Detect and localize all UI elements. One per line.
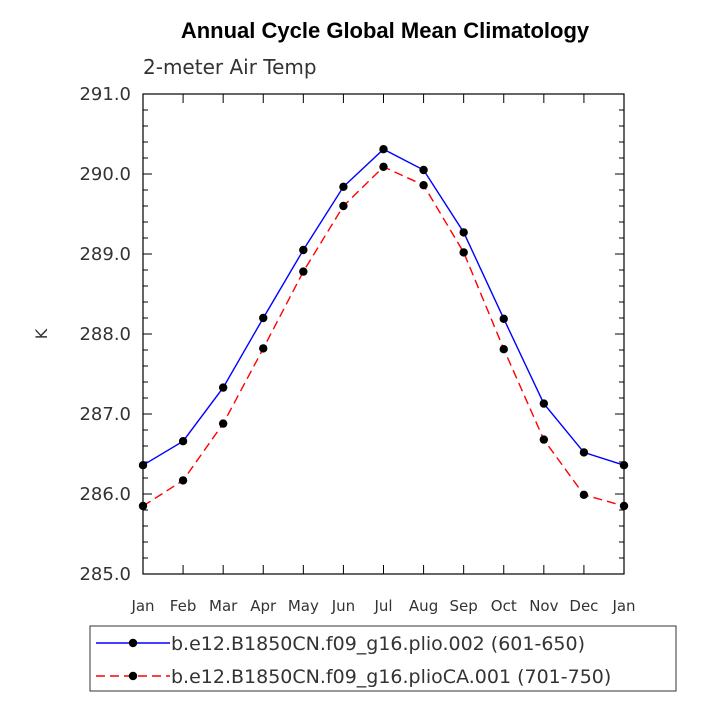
y-tick-label: 290.0 (79, 164, 131, 185)
y-tick-label: 286.0 (79, 484, 131, 505)
series-line-1 (142, 148, 625, 466)
y-tick-label: 289.0 (79, 244, 131, 265)
series-2-point (178, 476, 188, 485)
series-layer (138, 145, 629, 511)
y-tick-label: 288.0 (79, 324, 131, 345)
x-tick-label: Sep (450, 597, 478, 615)
y-axis-label: K (32, 328, 51, 339)
series-2-point (379, 162, 388, 171)
series-1-point (579, 448, 589, 457)
series-2-point (138, 501, 148, 511)
legend-marker-2 (128, 671, 138, 681)
series-2-point (459, 248, 468, 257)
chart-title: Annual Cycle Global Mean Climatology (181, 18, 590, 43)
x-tick-label: Jun (331, 597, 355, 615)
x-tick-label: Apr (250, 597, 277, 615)
series-2-point (339, 201, 348, 211)
series-1-point (259, 313, 268, 323)
y-tick-label: 291.0 (79, 84, 131, 105)
series-1-point (539, 399, 549, 408)
series-1-point (299, 245, 308, 255)
x-tick-label: May (288, 597, 319, 615)
x-tick-label: Oct (491, 597, 517, 615)
series-2-point (539, 435, 549, 444)
chart-subtitle: 2-meter Air Temp (143, 55, 317, 79)
series-1-point (419, 165, 428, 175)
series-1-point (339, 182, 348, 191)
x-tick-label: Jul (373, 597, 392, 615)
series-2-point (419, 181, 428, 190)
series-2-point (579, 490, 589, 499)
legend-marker-1 (128, 638, 138, 648)
series-1-point (138, 461, 148, 470)
x-tick-label: Jan (130, 597, 154, 615)
x-tick-label: Jan (611, 597, 635, 615)
series-2-point (299, 267, 308, 276)
y-axis-ticks: 285.0 286.0 287.0 288.0 289.0 290.0 291.0 (79, 84, 624, 585)
series-1-point (178, 437, 188, 446)
series-1-point (619, 461, 629, 470)
series-line-2 (142, 165, 625, 507)
x-axis-ticks: Jan Feb Mar Apr May Jun Jul Aug Sep Oct Nov Dec Jan (130, 94, 636, 615)
x-tick-label: Aug (409, 597, 438, 615)
series-1-point (459, 228, 468, 237)
series-1-point (499, 314, 508, 323)
legend-label-1: b.e12.B1850CN.f09_g16.plio.002 (601-650) (171, 633, 585, 655)
series-1-point (379, 145, 388, 154)
x-tick-label: Dec (569, 597, 598, 615)
x-tick-label: Mar (209, 597, 238, 615)
legend-box (89, 625, 677, 692)
y-tick-label: 287.0 (79, 404, 131, 425)
series-2-point (218, 419, 228, 428)
legend: b.e12.B1850CN.f09_g16.plio.002 (601-650)… (89, 625, 677, 692)
x-tick-label: Feb (170, 597, 197, 615)
x-tick-label: Nov (529, 597, 558, 615)
legend-label-2: b.e12.B1850CN.f09_g16.plioCA.001 (701-75… (171, 666, 611, 688)
y-tick-label: 285.0 (79, 564, 131, 585)
series-2-point (499, 345, 508, 354)
series-1-point (218, 383, 228, 392)
series-2-point (619, 501, 629, 511)
series-2-point (259, 344, 268, 353)
